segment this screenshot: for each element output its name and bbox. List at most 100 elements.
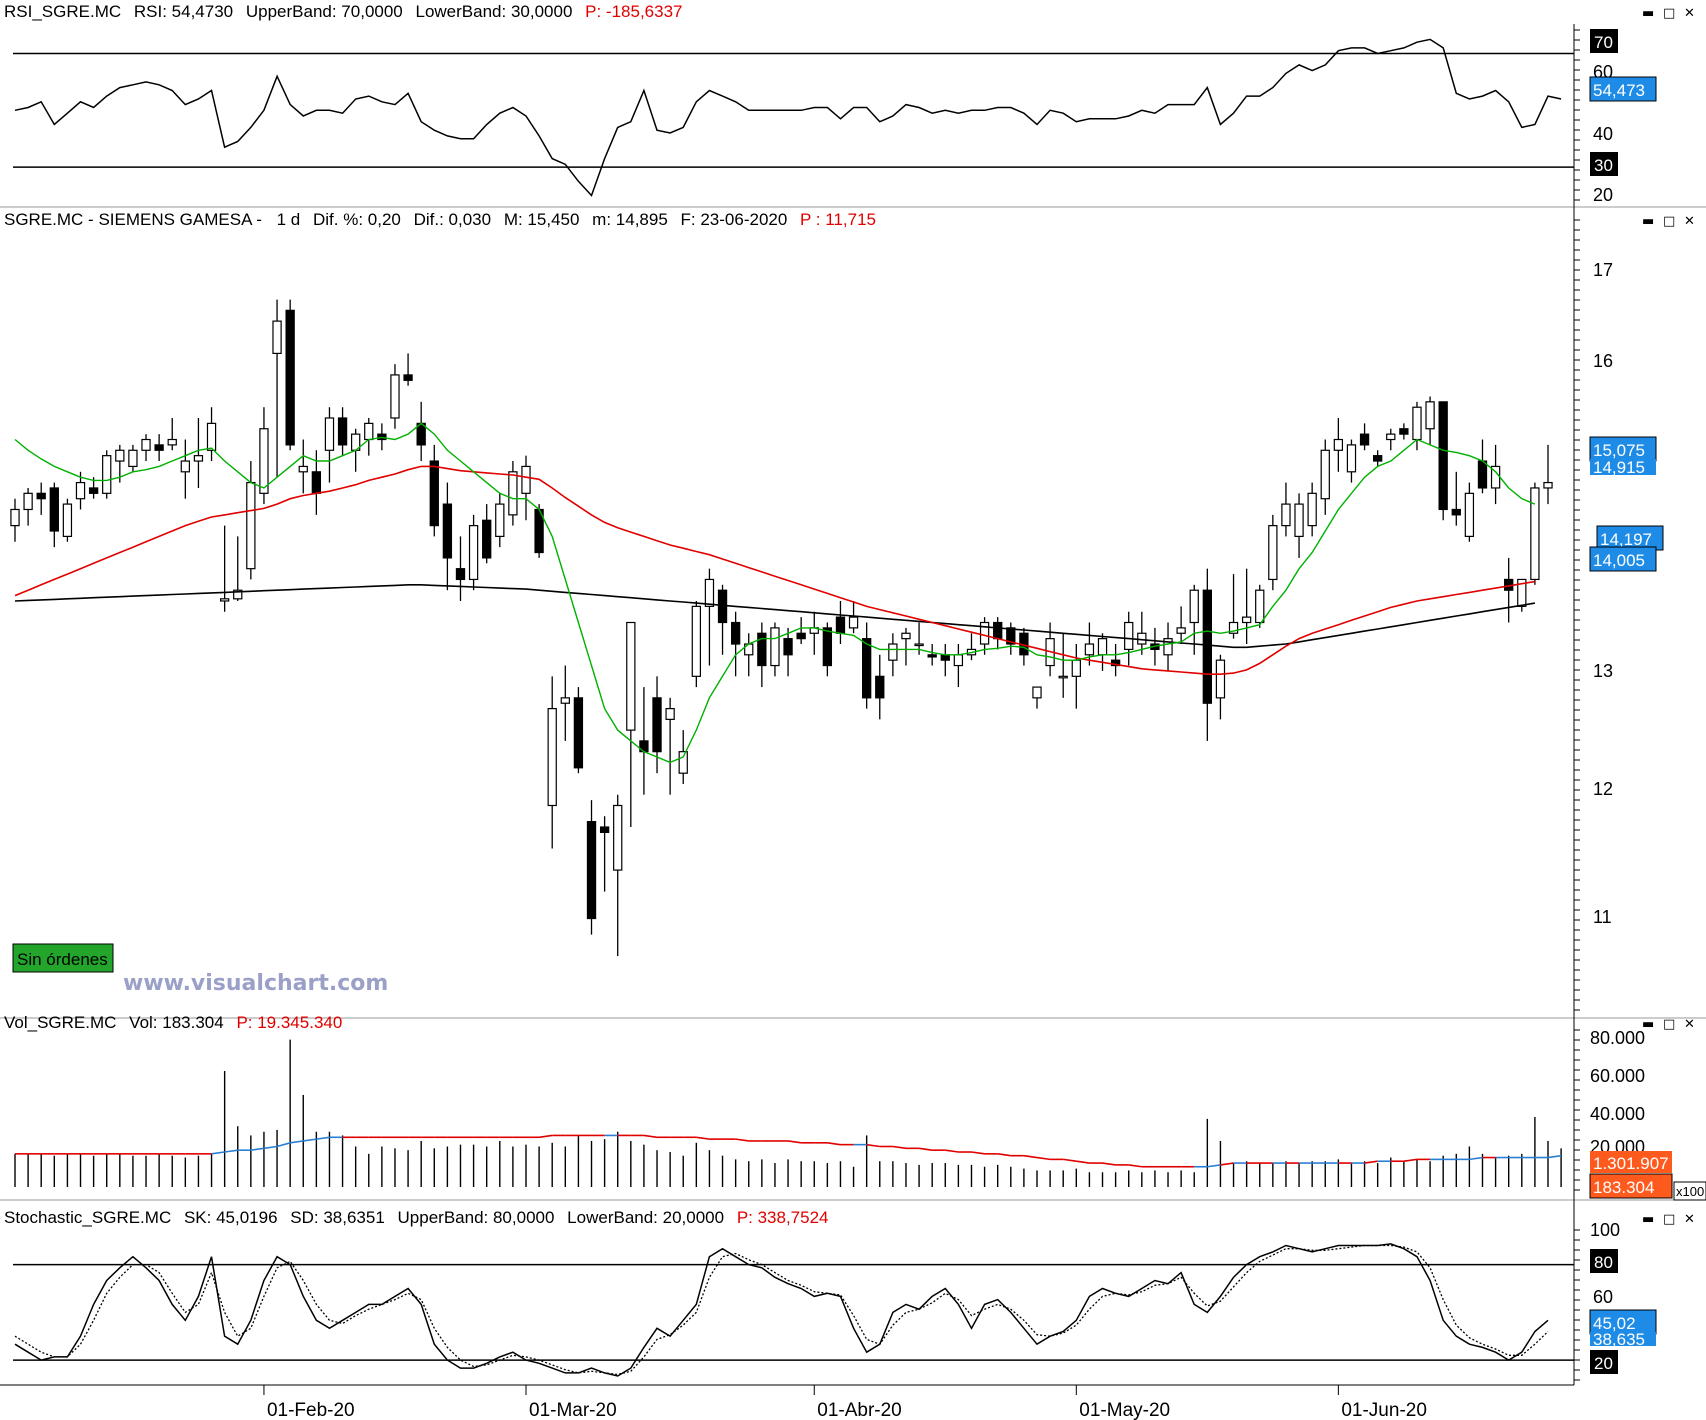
price-minimize-button[interactable]: ▬ [1642,214,1654,229]
x-tick-label: 01-Mar-20 [529,1400,617,1420]
rsi-restore-button[interactable]: □ [1663,6,1675,21]
rsi-upper-tag: 70 [1594,33,1613,52]
candle-body [665,708,675,720]
candle [1399,423,1409,440]
price-header-period: 1 d [277,210,301,229]
candle-body [888,643,898,661]
stoch-lower-tag-bg [1590,1350,1618,1374]
volume-minimize-button[interactable]: ▬ [1642,1017,1654,1032]
volume-multiplier: x100 [1676,1184,1704,1199]
price-tag-last: 14,915 [1593,458,1645,477]
candle [206,407,217,462]
rsi-header-value: RSI: 54,4730 [134,2,233,21]
rsi-close-button[interactable]: ✕ [1684,6,1695,21]
volume-tag-bg [1589,1173,1673,1199]
stoch-upper-tag: 80 [1594,1253,1613,1272]
candle-body [599,826,610,833]
candle-body [141,438,151,451]
candle-body [246,481,256,570]
orders-badge-bg [12,943,114,973]
rsi-header-upper: UpperBand: 70,0000 [246,2,403,21]
candle [272,299,282,478]
candle-body [455,568,466,581]
candle [1386,428,1396,451]
candle-body [442,503,453,559]
price-close-button[interactable]: ✕ [1684,214,1695,229]
candle-body [1058,675,1068,679]
volume-ma-segment [1364,1160,1378,1164]
stoch-value-tag-bg [1589,1309,1657,1335]
candle [796,617,806,645]
candle [62,498,73,542]
candle-body [1464,492,1475,537]
candle-body [652,697,662,753]
candle-body [875,675,885,699]
candle-body [1333,438,1344,451]
price-restore-button[interactable]: □ [1663,214,1675,229]
candle [875,654,885,720]
candle [613,794,623,957]
orders-label: Sin órdenes [17,950,108,969]
volume-tag-ma: 1.301.907 [1593,1154,1669,1173]
orders-badge[interactable]: Sin órdenes [12,943,114,973]
candle-body [364,422,374,441]
stoch-close-button[interactable]: ✕ [1684,1212,1695,1227]
candle-body [1176,627,1186,634]
candle [1058,633,1068,698]
volume-close-button[interactable]: ✕ [1684,1017,1695,1032]
stoch-y-tick: 60 [1593,1287,1613,1307]
stoch-header-sk: SK: 45,0196 [184,1208,278,1227]
candle-body [1124,621,1134,651]
candle-body [259,428,269,494]
stoch-d-tag: 38,635 [1593,1330,1645,1349]
candle-body [337,417,348,446]
candle [547,676,557,849]
candle-body [953,654,964,667]
stoch-header-name: Stochastic_SGRE.MC [4,1208,171,1227]
stoch-restore-button[interactable]: □ [1663,1212,1675,1227]
candle [429,444,439,537]
candle-body [1320,449,1330,500]
candle [521,455,531,521]
candle [888,633,898,677]
candle-body [193,455,204,462]
candle-body [429,460,439,527]
stoch-d-line [14,1244,1549,1376]
volume-ma-segment [696,1136,710,1140]
price-header-max: M: 15,450 [504,210,580,229]
stoch-k-line [14,1243,1549,1377]
rsi-header-name: RSI_SGRE.MC [4,2,121,21]
volume-ma-segment [918,1147,933,1151]
volume-ma-segment [1220,1162,1234,1166]
candle [49,482,59,548]
candle [1189,584,1199,655]
candle-body [49,487,59,532]
stoch-minimize-button[interactable]: ▬ [1642,1212,1654,1227]
candle [1530,482,1540,585]
stoch-header-p: P: 338,7524 [737,1208,829,1227]
candle [1425,396,1435,445]
x-tick-label: 01-Abr-20 [817,1400,902,1420]
candle-body [1215,659,1226,699]
stoch-d-tag-bg [1590,1332,1656,1346]
candle [1373,450,1383,467]
candle-body [586,821,597,920]
candle-body [1255,589,1265,624]
candle [1084,622,1095,666]
rsi-minimize-button[interactable]: ▬ [1642,6,1654,21]
volume-restore-button[interactable]: □ [1663,1017,1675,1032]
volume-plot [14,1039,1562,1187]
stoch-header-sd: SD: 38,6351 [290,1208,385,1227]
candle-body [835,616,846,634]
rsi-header: RSI_SGRE.MC RSI: 54,4730 UpperBand: 70,0… [4,2,683,21]
price-header-dif-pct: Dif. %: 0,20 [313,210,401,229]
price-panel-buttons: ▬ □ ✕ [1642,214,1695,229]
ma-fast-line [14,422,1536,764]
price-header-name: SGRE.MC - SIEMENS GAMESA - [4,210,262,229]
price-header-min: m: 14,895 [592,210,668,229]
candle-body [1438,401,1448,511]
candle [573,687,584,774]
rsi-header-lower: LowerBand: 30,0000 [416,2,573,21]
volume-ma-segment [1023,1154,1038,1159]
